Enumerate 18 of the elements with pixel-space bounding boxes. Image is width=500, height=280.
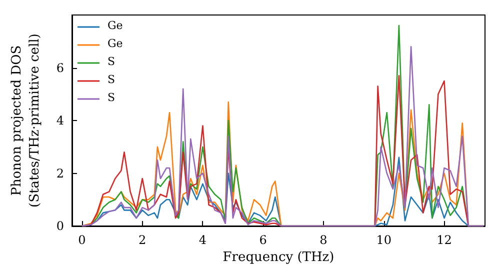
x-tick-label: 6 [259,233,267,247]
x-tick-label: 2 [138,233,146,247]
legend-label: S [108,73,116,86]
y-axis-title: Phonon projected DOS (States/THz·primitive cell) [10,33,42,208]
x-axis-title: Frequency (THz) [222,250,334,265]
x-tick-label: 0 [78,233,86,247]
legend-label: Ge [108,19,123,32]
y-tick-label: 6 [56,60,64,75]
y-tick-label: 0 [56,219,64,233]
x-tick-label: 10 [376,233,392,247]
y-tick-label: 2 [56,166,64,180]
x-tick-label: 4 [198,233,207,247]
legend-label: S [108,55,116,68]
y-tick-label: 4 [56,114,64,128]
legend-label: Ge [108,37,123,50]
x-tick-label: 8 [320,233,328,247]
x-tick-label: 12 [436,233,452,247]
legend-label: S [108,91,116,104]
